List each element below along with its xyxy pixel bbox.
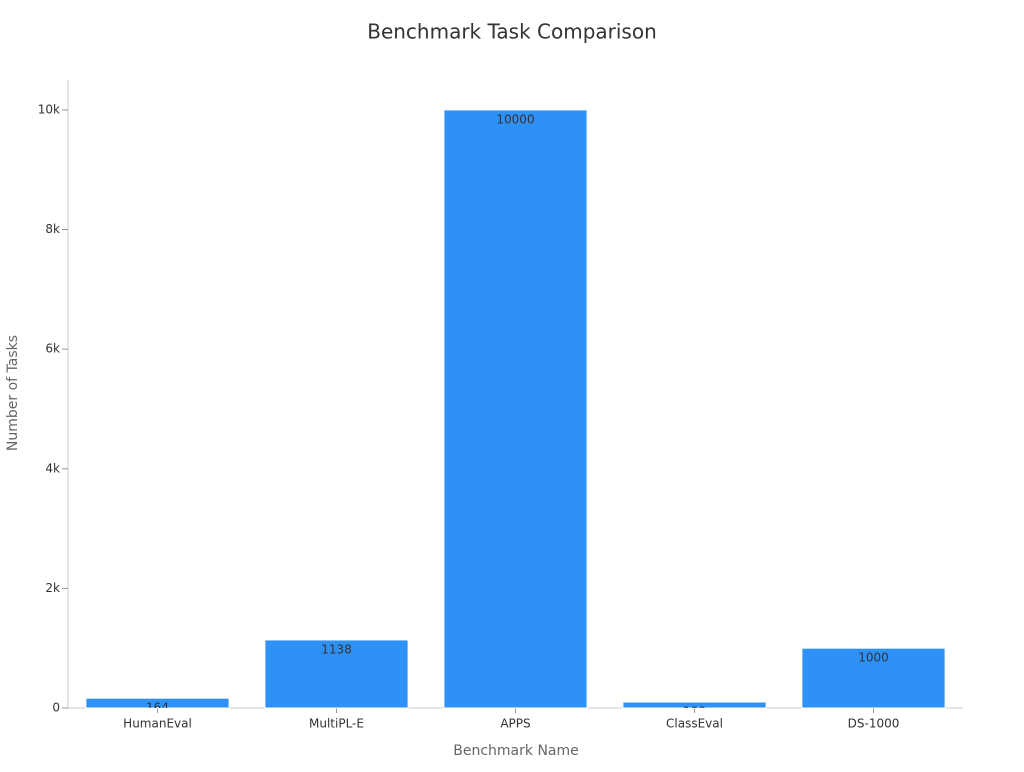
bar: [85, 697, 230, 709]
y-tick-label: 8k: [45, 222, 60, 236]
data-label: 1000: [858, 651, 889, 665]
y-tick-label: 4k: [45, 461, 60, 475]
bar: [264, 639, 409, 709]
y-tick-label: 6k: [45, 342, 60, 356]
bar: [443, 109, 588, 709]
bar: [622, 701, 767, 709]
y-axis-title: Number of Tasks: [5, 335, 21, 451]
data-label: 100: [683, 705, 706, 719]
x-tick-label: HumanEval: [123, 717, 192, 731]
y-tick-label: 10k: [38, 102, 60, 116]
data-label: 10000: [496, 112, 534, 126]
x-tick-label: APPS: [500, 717, 530, 731]
x-tick-label: MultiPL-E: [309, 717, 364, 731]
y-tick-label: 2k: [45, 581, 60, 595]
x-tick-label: DS-1000: [848, 717, 900, 731]
data-label: 164: [146, 701, 169, 715]
bar: [801, 647, 946, 709]
y-tick-label: 0: [52, 701, 60, 715]
data-label: 1138: [321, 642, 352, 656]
x-tick-label: ClassEval: [666, 717, 723, 731]
chart-title: Benchmark Task Comparison: [367, 20, 657, 44]
x-axis-title: Benchmark Name: [453, 743, 579, 759]
